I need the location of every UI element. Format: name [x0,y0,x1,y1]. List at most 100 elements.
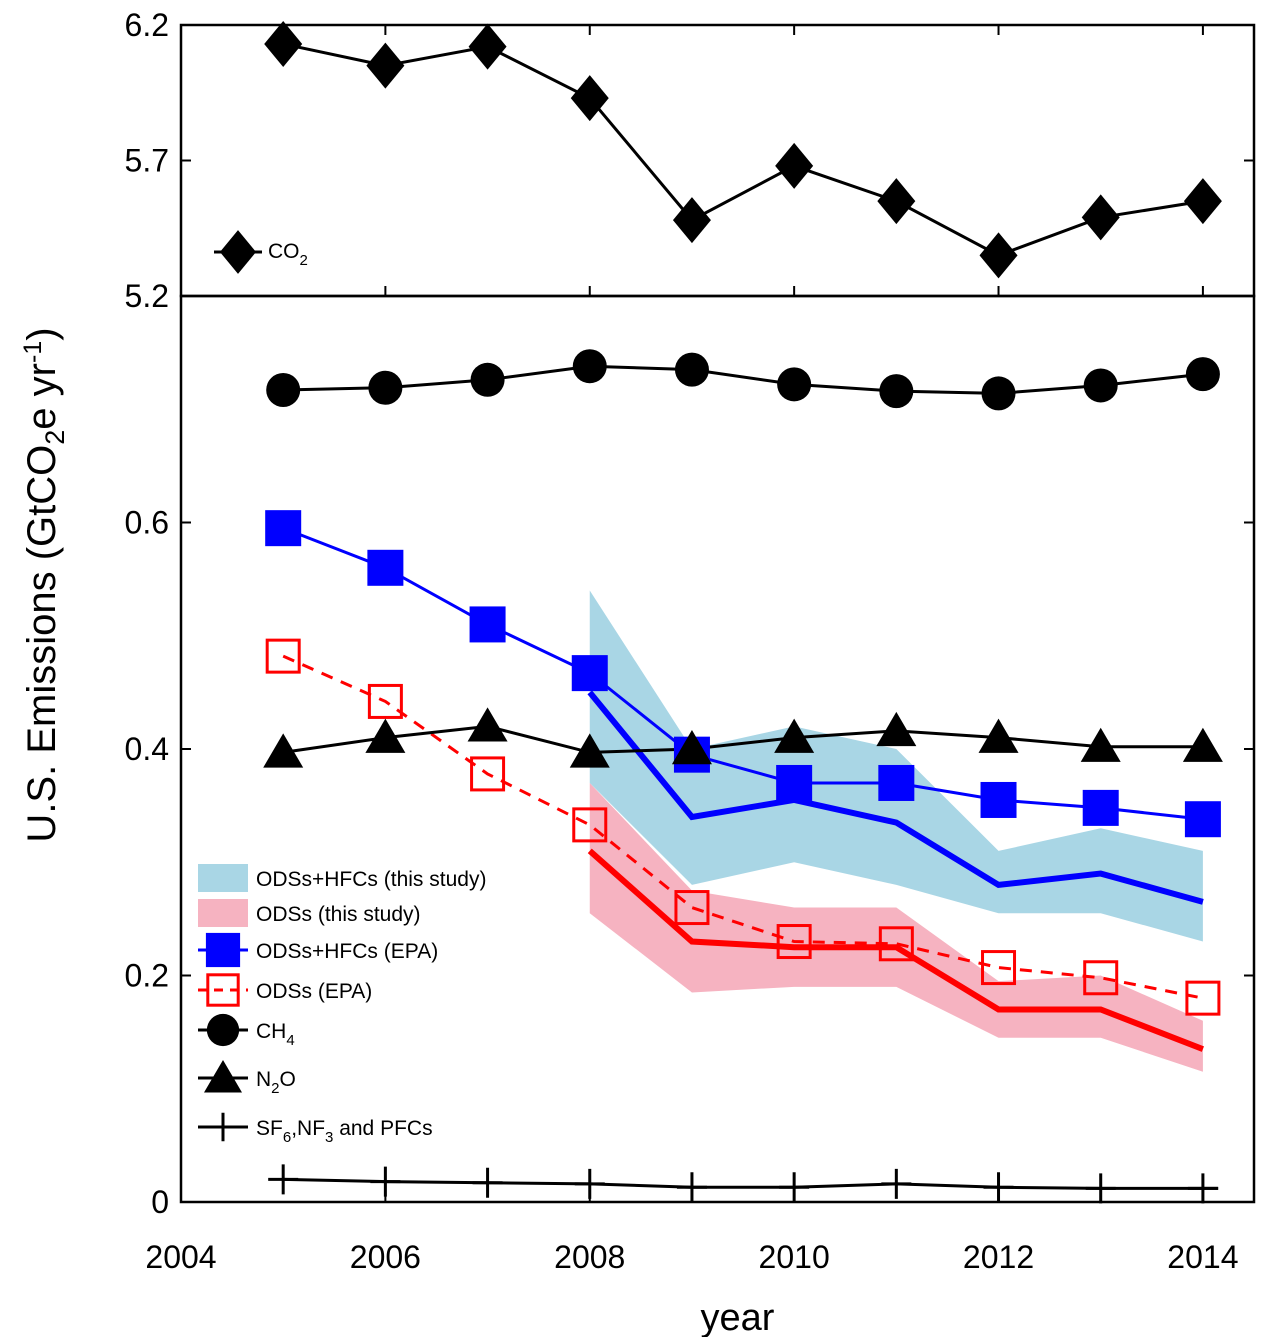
xtick-label: 2012 [963,1239,1034,1275]
top-ytick-label: 5.7 [125,143,169,179]
legend-swatch-odss-this-study [198,899,248,927]
point-odss-hfcs-epa-2006 [367,549,404,586]
legend-label-sf6-and-pfcs: SF6,NF3 and PFCs [256,1117,433,1146]
point-n2o-2009 [671,730,712,765]
xtick-label: 2008 [554,1239,625,1275]
point-ch4-2005 [266,372,301,407]
point-ch4-2014 [1185,357,1220,392]
point-odss-hfcs-epa-2011 [878,764,915,801]
x-axis-label: year [701,1297,775,1337]
point-n2o-2006 [365,718,406,753]
point-n2o-2007 [467,707,508,742]
point-odss-epa-2010 [776,924,812,960]
line-ch4 [283,364,1204,395]
point-odss-epa-2011 [878,926,914,962]
point-n2o-2011 [876,711,917,747]
point-odss-epa-2012 [981,950,1017,986]
point-ch4-2010 [777,367,812,402]
point-sf6-and-pfcs-2009 [676,1172,707,1203]
y-axis-label: U.S. Emissions (GtCO2e yr-1) [19,327,70,842]
point-sf6-and-pfcs-2013 [1085,1173,1116,1204]
line-sf6-and-pfcs [283,1177,1219,1190]
legend-swatch-odss-hfcs-this-study [198,864,248,892]
legend-label-odss-epa: ODSs (EPA) [256,980,372,1003]
ytick-label: 0.2 [125,958,169,994]
point-sf6-and-pfcs-2011 [881,1168,912,1199]
point-sf6-and-pfcs-2007 [472,1167,503,1198]
legend-label-odss-hfcs-epa: ODSs+HFCs (EPA) [256,940,438,963]
point-odss-hfcs-epa-2008 [571,655,608,692]
point-odss-hfcs-epa-2013 [1082,789,1119,826]
point-odss-epa-2005 [265,638,301,674]
uncertainty-bands [589,590,1203,1072]
point-odss-epa-2006 [367,683,403,719]
band-mean-line-odss-this-study [587,848,1204,1052]
point-ch4-2007 [470,362,505,397]
point-sf6-and-pfcs-2005 [268,1164,299,1195]
legend-label-n2o: N2O [256,1068,296,1097]
point-odss-hfcs-epa-2014 [1184,801,1221,838]
xtick-label: 2006 [350,1239,421,1275]
point-co2-2013 [1081,194,1120,241]
point-odss-epa-2009 [674,890,710,926]
point-odss-hfcs-epa-2010 [776,764,813,801]
legend-marker-ch4 [206,1013,240,1047]
point-n2o-2013 [1080,727,1121,762]
point-co2-2006 [366,42,405,89]
line-n2o [282,724,1203,754]
ytick-label: 0.6 [125,505,169,541]
point-co2-2011 [877,178,916,225]
point-odss-epa-2014 [1185,980,1221,1016]
ytick-label: 0 [151,1184,169,1220]
point-co2-2009 [672,197,711,244]
line-co2 [282,42,1204,257]
series-markers [263,20,1223,1204]
legend-label-odss-hfcs-this-study: ODSs+HFCs (this study) [256,868,486,891]
legend-label-ch4: CH4 [256,1020,295,1049]
point-co2-2014 [1183,178,1222,225]
legend: CO2 ODSs+HFCs (this study) ODSs (this stud… [198,230,486,1146]
point-odss-hfcs-epa-2007 [469,606,506,643]
point-odss-epa-2013 [1083,960,1119,996]
point-n2o-2008 [569,733,610,768]
top-ytick-label: 5.2 [125,278,169,314]
xtick-label: 2010 [759,1239,830,1275]
legend-marker-odss-epa [206,973,240,1007]
point-n2o-2012 [978,718,1019,753]
point-ch4-2011 [879,374,914,409]
point-co2-2010 [775,142,814,189]
point-odss-epa-2008 [572,807,608,843]
legend-marker-co2 [219,230,257,274]
legend-marker-n2o [204,1059,242,1093]
xtick-label: 2014 [1167,1239,1238,1275]
line-odss-epa [282,654,1204,1000]
legend-label-co2: CO2 [268,240,308,269]
point-ch4-2008 [572,349,607,384]
axes: 6.2 5.7 5.2 0 0.2 0.4 0.6 2004 2006 2008 2010 2012 2… [19,7,1256,1337]
band-mean-line-odss-hfcs-this-study [587,690,1204,905]
point-ch4-2012 [981,376,1016,411]
series-lines [282,42,1219,1190]
xtick-label: 2004 [145,1239,216,1275]
point-odss-hfcs-epa-2005 [265,510,302,547]
line-odss-hfcs-epa [282,526,1204,821]
point-odss-epa-2007 [470,756,506,792]
legend-marker-sf6-and-pfcs [208,1112,238,1142]
point-sf6-and-pfcs-2006 [370,1166,401,1197]
point-ch4-2006 [368,370,403,405]
point-n2o-2010 [774,718,815,753]
top-ytick-label: 6.2 [125,7,169,43]
point-odss-hfcs-epa-2012 [980,781,1017,818]
point-co2-2007 [468,23,507,70]
legend-marker-odss-hfcs-epa [205,932,241,968]
ytick-label: 0.4 [125,731,169,767]
legend-label-odss-this-study: ODSs (this study) [256,903,421,926]
point-co2-2005 [264,20,303,67]
point-ch4-2013 [1083,368,1118,403]
point-ch4-2009 [674,352,709,387]
point-n2o-2014 [1182,727,1223,762]
top-panel-frame [179,23,1256,298]
point-co2-2012 [979,232,1018,279]
point-n2o-2005 [263,733,304,768]
